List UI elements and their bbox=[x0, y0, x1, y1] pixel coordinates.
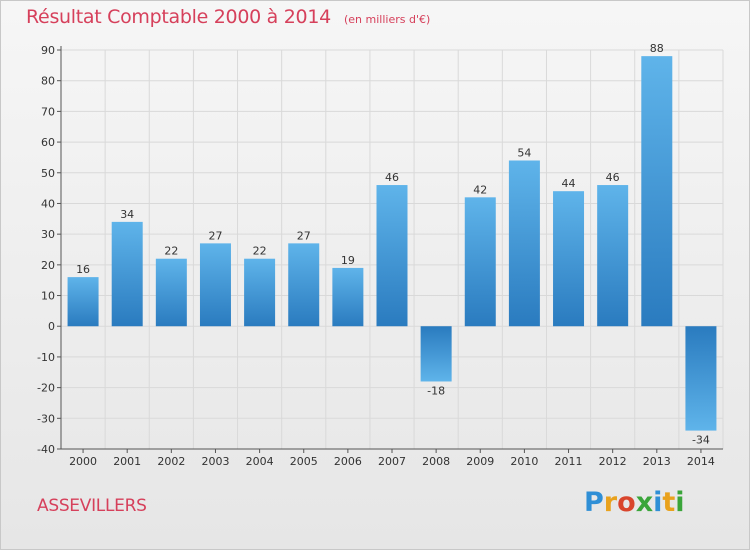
y-tick-label: 80 bbox=[41, 75, 55, 88]
bar bbox=[244, 258, 276, 327]
logo-letter: x bbox=[635, 487, 654, 518]
y-tick-label: 20 bbox=[41, 259, 55, 272]
logo-letter: P bbox=[584, 487, 604, 518]
bar-value-label: 27 bbox=[208, 229, 222, 242]
bar bbox=[641, 56, 673, 327]
logo-letter: r bbox=[603, 487, 618, 518]
logo-letter: i bbox=[653, 487, 663, 518]
x-tick-label: 2011 bbox=[555, 455, 583, 468]
x-tick-label: 2004 bbox=[246, 455, 274, 468]
x-tick-label: 2006 bbox=[334, 455, 362, 468]
bar-value-label: -18 bbox=[427, 384, 445, 397]
logo-letter: o bbox=[617, 487, 636, 518]
y-tick-label: 60 bbox=[41, 136, 55, 149]
y-tick-label: 90 bbox=[41, 44, 55, 57]
bar-value-label: 22 bbox=[253, 245, 267, 258]
bar bbox=[553, 191, 585, 327]
logo-letter: i bbox=[675, 487, 685, 518]
y-tick-label: 50 bbox=[41, 167, 55, 180]
x-tick-label: 2008 bbox=[422, 455, 450, 468]
bar-value-label: 34 bbox=[120, 208, 134, 221]
bar-value-label: 54 bbox=[517, 146, 531, 159]
bar bbox=[288, 243, 320, 327]
bar bbox=[508, 160, 540, 327]
x-tick-label: 2000 bbox=[69, 455, 97, 468]
bar-value-label: 42 bbox=[473, 183, 487, 196]
x-tick-label: 2012 bbox=[599, 455, 627, 468]
bar bbox=[597, 185, 629, 327]
bar-value-label: 16 bbox=[76, 263, 90, 276]
bar bbox=[332, 267, 364, 327]
y-tick-label: -10 bbox=[37, 351, 55, 364]
bar bbox=[111, 221, 143, 327]
x-tick-label: 2002 bbox=[157, 455, 185, 468]
chart-subtitle: (en milliers d'€) bbox=[343, 13, 431, 26]
bar bbox=[67, 277, 99, 327]
title-row: Résultat Comptable 2000 à 2014 (en milli… bbox=[26, 6, 430, 28]
logo-letter: t bbox=[662, 487, 676, 518]
y-tick-label: 0 bbox=[48, 320, 55, 333]
bar bbox=[199, 243, 231, 327]
y-tick-label: -30 bbox=[37, 412, 55, 425]
x-tick-label: 2009 bbox=[466, 455, 494, 468]
bar bbox=[376, 185, 408, 327]
x-tick-label: 2007 bbox=[378, 455, 406, 468]
y-tick-label: 40 bbox=[41, 197, 55, 210]
bar-value-label: 27 bbox=[297, 229, 311, 242]
x-tick-label: 2005 bbox=[290, 455, 318, 468]
bar-value-label: -34 bbox=[692, 434, 710, 447]
bar bbox=[464, 197, 496, 327]
bar-value-label: 19 bbox=[341, 254, 355, 267]
bar-value-label: 44 bbox=[562, 177, 576, 190]
bar bbox=[155, 258, 187, 327]
proxiti-logo[interactable]: Proxiti bbox=[584, 487, 685, 518]
chart-title: Résultat Comptable 2000 à 2014 bbox=[26, 6, 331, 28]
y-tick-label: 30 bbox=[41, 228, 55, 241]
y-tick-label: 70 bbox=[41, 105, 55, 118]
bar bbox=[420, 326, 452, 382]
y-tick-label: -40 bbox=[37, 443, 55, 456]
bar-value-label: 46 bbox=[385, 171, 399, 184]
bar-value-label: 88 bbox=[650, 42, 664, 55]
x-tick-label: 2003 bbox=[201, 455, 229, 468]
bar-value-label: 22 bbox=[164, 245, 178, 258]
bar bbox=[685, 326, 717, 431]
y-tick-label: -20 bbox=[37, 382, 55, 395]
commune-name: ASSEVILLERS bbox=[37, 496, 147, 516]
x-tick-label: 2014 bbox=[687, 455, 715, 468]
bar-value-label: 46 bbox=[606, 171, 620, 184]
x-tick-label: 2013 bbox=[643, 455, 671, 468]
y-tick-label: 10 bbox=[41, 290, 55, 303]
x-tick-label: 2010 bbox=[510, 455, 538, 468]
x-tick-label: 2001 bbox=[113, 455, 141, 468]
